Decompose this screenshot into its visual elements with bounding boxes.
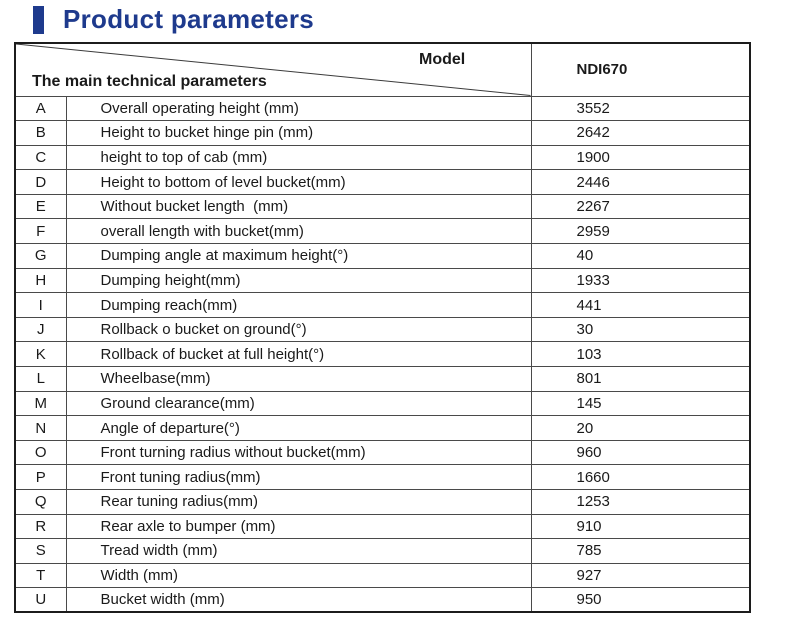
row-value: 927 — [530, 562, 751, 589]
row-param: Ground clearance(mm) — [65, 390, 532, 417]
row-value: 2446 — [530, 169, 751, 195]
row-key: E — [14, 193, 67, 220]
header-row: Model The main technical parameters NDI6… — [14, 42, 751, 97]
table-row: L Wheelbase(mm) 801 — [14, 366, 751, 392]
row-key: F — [14, 218, 67, 245]
table-row: C height to top of cab (mm) 1900 — [14, 144, 751, 171]
spec-table-body: A Overall operating height (mm) 3552 B H… — [14, 95, 751, 613]
row-key: N — [14, 415, 67, 441]
table-row: G Dumping angle at maximum height(°) 40 — [14, 243, 751, 269]
row-param: Without bucket length (mm) — [65, 193, 532, 220]
row-value: 20 — [530, 415, 751, 441]
row-value: 801 — [530, 366, 751, 392]
row-param: Rear axle to bumper (mm) — [65, 513, 532, 540]
row-param: Dumping reach(mm) — [65, 292, 532, 318]
row-value: 103 — [530, 341, 751, 368]
row-key: K — [14, 341, 67, 368]
row-key: G — [14, 243, 67, 269]
model-value-header-cell: NDI670 — [530, 42, 751, 97]
row-param: overall length with bucket(mm) — [65, 218, 532, 245]
row-key: L — [14, 366, 67, 392]
row-value: 960 — [530, 439, 751, 466]
row-key: B — [14, 120, 67, 146]
table-row: S Tread width (mm) 785 — [14, 538, 751, 564]
product-parameters-table: Model The main technical parameters NDI6… — [14, 42, 751, 614]
row-value: 2642 — [530, 120, 751, 146]
table-row: K Rollback of bucket at full height(°) 1… — [14, 341, 751, 368]
row-key: H — [14, 267, 67, 294]
table-row: O Front turning radius without bucket(mm… — [14, 439, 751, 466]
table-row: F overall length with bucket(mm) 2959 — [14, 218, 751, 245]
row-value: 910 — [530, 513, 751, 540]
row-param: Front turning radius without bucket(mm) — [65, 439, 532, 466]
row-param: Front tuning radius(mm) — [65, 464, 532, 490]
row-key: A — [14, 95, 67, 122]
diagonal-line — [16, 44, 531, 96]
row-param: Height to bucket hinge pin (mm) — [65, 120, 532, 146]
row-param: Dumping angle at maximum height(°) — [65, 243, 532, 269]
row-value: 785 — [530, 538, 751, 564]
row-value: 2959 — [530, 218, 751, 245]
table-row: D Height to bottom of level bucket(mm) 2… — [14, 169, 751, 195]
table-row: P Front tuning radius(mm) 1660 — [14, 464, 751, 490]
row-key: P — [14, 464, 67, 490]
row-param: Wheelbase(mm) — [65, 366, 532, 392]
page-title: Product parameters — [63, 4, 315, 34]
row-value: 40 — [530, 243, 751, 269]
row-key: O — [14, 439, 67, 466]
row-key: C — [14, 144, 67, 171]
parameters-column-label: The main technical parameters — [32, 72, 267, 90]
row-value: 1253 — [530, 489, 751, 515]
table-row: U Bucket width (mm) 950 — [14, 587, 751, 613]
row-param: Angle of departure(°) — [65, 415, 532, 441]
row-value: 2267 — [530, 193, 751, 220]
title-accent-bar-icon — [33, 5, 44, 34]
page-header: Product parameters — [33, 4, 314, 35]
row-param: Tread width (mm) — [65, 538, 532, 564]
table-row: T Width (mm) 927 — [14, 562, 751, 589]
row-key: M — [14, 390, 67, 417]
row-value: 3552 — [530, 95, 751, 122]
table-row: J Rollback o bucket on ground(°) 30 — [14, 316, 751, 343]
row-value: 441 — [530, 292, 751, 318]
row-value: 1660 — [530, 464, 751, 490]
table-header: Model The main technical parameters NDI6… — [14, 42, 751, 97]
row-key: T — [14, 562, 67, 589]
row-value: 1933 — [530, 267, 751, 294]
row-param: Dumping height(mm) — [65, 267, 532, 294]
row-value: 145 — [530, 390, 751, 417]
row-param: Rear tuning radius(mm) — [65, 489, 532, 515]
row-key: D — [14, 169, 67, 195]
row-param: Height to bottom of level bucket(mm) — [65, 169, 532, 195]
table-row: A Overall operating height (mm) 3552 — [14, 95, 751, 122]
diagonal-header-cell: Model The main technical parameters — [14, 42, 532, 97]
row-key: Q — [14, 489, 67, 515]
row-key: J — [14, 316, 67, 343]
model-column-label: Model — [419, 51, 466, 68]
table-row: E Without bucket length (mm) 2267 — [14, 193, 751, 220]
table-row: R Rear axle to bumper (mm) 910 — [14, 513, 751, 540]
table-row: B Height to bucket hinge pin (mm) 2642 — [14, 120, 751, 146]
row-param: Rollback of bucket at full height(°) — [65, 341, 532, 368]
row-key: U — [14, 587, 67, 613]
table-row: H Dumping height(mm) 1933 — [14, 267, 751, 294]
row-value: 30 — [530, 316, 751, 343]
table-row: M Ground clearance(mm) 145 — [14, 390, 751, 417]
row-param: Overall operating height (mm) — [65, 95, 532, 122]
row-param: Bucket width (mm) — [65, 587, 532, 613]
row-param: height to top of cab (mm) — [65, 144, 532, 171]
row-value: 950 — [530, 587, 751, 613]
table-row: N Angle of departure(°) 20 — [14, 415, 751, 441]
row-value: 1900 — [530, 144, 751, 171]
table-row: I Dumping reach(mm) 441 — [14, 292, 751, 318]
row-key: S — [14, 538, 67, 564]
row-param: Width (mm) — [65, 562, 532, 589]
table-row: Q Rear tuning radius(mm) 1253 — [14, 489, 751, 515]
row-key: R — [14, 513, 67, 540]
row-key: I — [14, 292, 67, 318]
row-param: Rollback o bucket on ground(°) — [65, 316, 532, 343]
